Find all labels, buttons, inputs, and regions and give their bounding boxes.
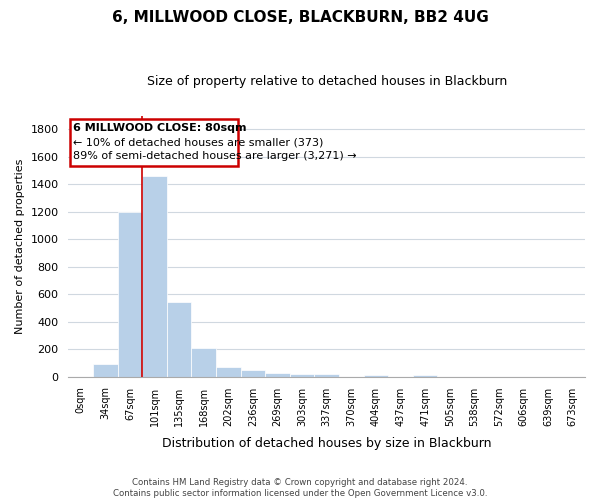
- Text: 6, MILLWOOD CLOSE, BLACKBURN, BB2 4UG: 6, MILLWOOD CLOSE, BLACKBURN, BB2 4UG: [112, 10, 488, 25]
- Bar: [413, 375, 437, 376]
- Text: ← 10% of detached houses are smaller (373): ← 10% of detached houses are smaller (37…: [73, 138, 323, 147]
- Bar: [191, 348, 216, 376]
- Bar: [118, 212, 142, 376]
- Bar: [290, 374, 314, 376]
- Bar: [93, 364, 118, 376]
- Bar: [241, 370, 265, 376]
- Text: 6 MILLWOOD CLOSE: 80sqm: 6 MILLWOOD CLOSE: 80sqm: [73, 124, 247, 134]
- Text: Contains HM Land Registry data © Crown copyright and database right 2024.
Contai: Contains HM Land Registry data © Crown c…: [113, 478, 487, 498]
- Bar: [167, 302, 191, 376]
- Y-axis label: Number of detached properties: Number of detached properties: [15, 158, 25, 334]
- X-axis label: Distribution of detached houses by size in Blackburn: Distribution of detached houses by size …: [162, 437, 491, 450]
- Bar: [314, 374, 339, 376]
- FancyBboxPatch shape: [70, 119, 238, 166]
- Title: Size of property relative to detached houses in Blackburn: Size of property relative to detached ho…: [146, 75, 507, 88]
- Bar: [265, 372, 290, 376]
- Text: 89% of semi-detached houses are larger (3,271) →: 89% of semi-detached houses are larger (…: [73, 152, 357, 162]
- Bar: [142, 176, 167, 376]
- Bar: [364, 374, 388, 376]
- Bar: [216, 368, 241, 376]
